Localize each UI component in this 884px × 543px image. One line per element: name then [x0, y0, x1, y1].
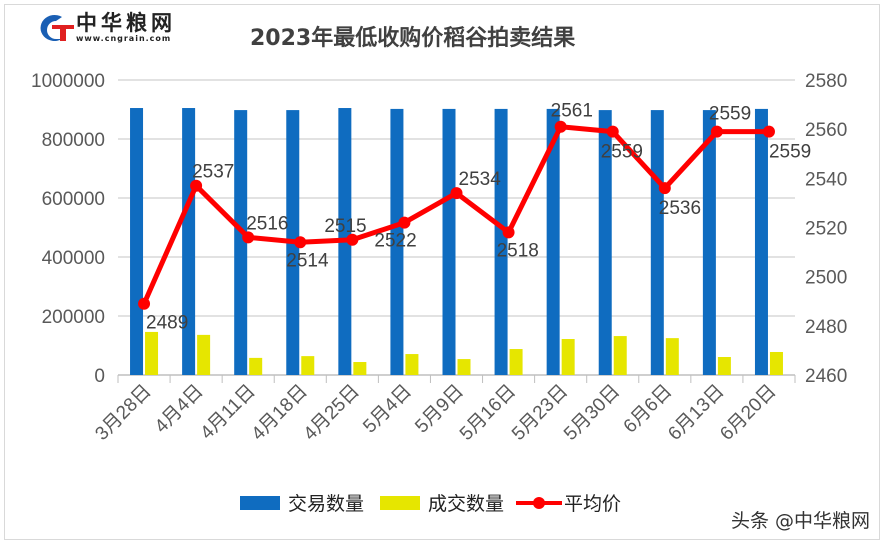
data-label: 2515 [324, 216, 366, 237]
y-right-tick-label: 2560 [805, 120, 847, 141]
point-平均价 [294, 236, 307, 249]
bar-成交数量 [509, 349, 523, 375]
point-平均价 [502, 226, 515, 239]
y-left-tick-label: 400000 [42, 248, 105, 269]
bar-交易数量 [390, 108, 404, 375]
point-平均价 [138, 297, 151, 310]
data-label: 2537 [192, 162, 234, 183]
data-label: 2559 [709, 104, 751, 125]
point-平均价 [554, 120, 567, 133]
logo-icon [40, 14, 74, 41]
y-right-tick-label: 2580 [805, 71, 847, 92]
x-tick-label: 5月4日 [359, 381, 416, 438]
y-right-tick-label: 2480 [805, 317, 847, 338]
point-平均价 [450, 187, 463, 200]
data-label: 2559 [769, 142, 811, 163]
y-left-tick-label: 1000000 [31, 71, 105, 92]
x-tick-label: 5月30日 [560, 381, 624, 445]
bar-成交数量 [249, 357, 263, 375]
y-right-tick-label: 2500 [805, 268, 847, 289]
bar-成交数量 [405, 354, 419, 375]
bar-交易数量 [546, 108, 560, 375]
y-right-tick-label: 2520 [805, 219, 847, 240]
point-平均价 [242, 231, 255, 244]
y-left-tick-label: 200000 [42, 307, 105, 328]
chart-title: 2023年最低收购价稻谷拍卖结果 [250, 26, 576, 51]
data-label: 2514 [286, 250, 329, 271]
chart-frame [4, 4, 880, 540]
bar-成交数量 [301, 356, 315, 375]
point-平均价 [606, 125, 619, 138]
data-label: 2522 [374, 231, 416, 252]
x-tick-label: 4月18日 [248, 381, 312, 445]
legend-swatch [240, 496, 280, 510]
bar-交易数量 [702, 110, 716, 375]
bar-成交数量 [197, 334, 211, 375]
y-left-tick-label: 800000 [42, 130, 105, 151]
bar-交易数量 [234, 110, 248, 375]
point-平均价 [710, 125, 723, 138]
point-平均价 [190, 179, 203, 192]
data-label: 2489 [146, 313, 188, 334]
bar-成交数量 [717, 357, 731, 375]
bar-成交数量 [353, 362, 367, 375]
bar-成交数量 [457, 359, 471, 375]
bar-成交数量 [561, 339, 575, 375]
legend-swatch [380, 496, 420, 510]
x-tick-label: 5月16日 [456, 381, 520, 445]
logo: 中华粮网 www.cngrain.com [32, 12, 176, 43]
point-平均价 [346, 233, 359, 246]
bar-成交数量 [145, 331, 159, 375]
bar-交易数量 [442, 108, 456, 375]
data-label: 2559 [601, 142, 643, 163]
legend-marker [533, 497, 545, 509]
bar-交易数量 [754, 108, 768, 375]
data-label: 2518 [497, 240, 539, 261]
data-label: 2561 [551, 101, 593, 122]
data-label: 2536 [659, 198, 701, 219]
bar-交易数量 [598, 110, 612, 375]
legend-label: 平均价 [564, 493, 621, 515]
x-tick-label: 3月28日 [91, 381, 155, 445]
legend-label: 成交数量 [428, 493, 504, 515]
x-tick-label: 6月20日 [716, 381, 780, 445]
logo-url: www.cngrain.com [76, 34, 172, 43]
x-tick-label: 6月13日 [664, 381, 728, 445]
x-tick-label: 5月23日 [508, 381, 572, 445]
x-tick-label: 4月11日 [197, 381, 260, 444]
point-平均价 [398, 216, 411, 229]
data-label: 2534 [459, 169, 502, 190]
y-right-tick-label: 2460 [805, 366, 847, 387]
y-left-tick-label: 600000 [42, 189, 105, 210]
bar-成交数量 [665, 338, 679, 375]
bar-交易数量 [130, 108, 144, 376]
legend-label: 交易数量 [288, 493, 364, 515]
watermark: 头条 @中华粮网 [730, 510, 870, 532]
logo-name: 中华粮网 [76, 11, 176, 35]
x-tick-label: 4月25日 [300, 381, 364, 445]
point-平均价 [762, 125, 775, 138]
point-平均价 [658, 182, 671, 195]
data-label: 2516 [246, 213, 288, 234]
bar-成交数量 [769, 351, 783, 375]
y-right-tick-label: 2540 [805, 169, 847, 190]
bar-交易数量 [182, 108, 196, 376]
bar-成交数量 [613, 336, 627, 375]
y-left-tick-label: 0 [94, 366, 105, 387]
bar-交易数量 [494, 108, 508, 375]
bar-交易数量 [650, 110, 664, 375]
